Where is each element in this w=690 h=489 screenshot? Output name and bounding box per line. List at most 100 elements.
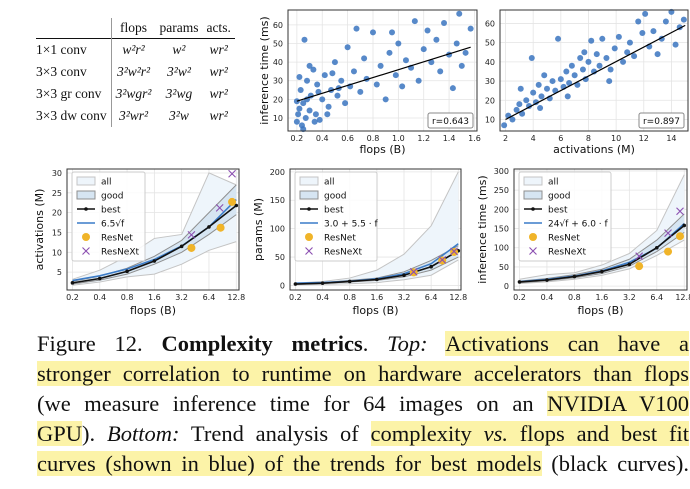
highlighted-text: curves (shown in blue) of the trends for…: [37, 451, 542, 476]
y-axis-label: params (M): [252, 198, 265, 261]
data-point: [611, 45, 618, 52]
x-tick-label: 12.8: [449, 293, 467, 302]
legend-label: all: [324, 177, 335, 187]
data-point: [650, 28, 657, 35]
legend-swatch-best-dot: [307, 207, 311, 211]
y-tick-label: 10: [273, 114, 283, 123]
best-point: [375, 277, 379, 282]
x-tick-label: 1.2: [417, 134, 430, 143]
data-point: [449, 85, 456, 92]
all-band-lower-edge: [72, 241, 237, 286]
data-point: [509, 116, 516, 123]
highlighted-text: GPU: [37, 421, 83, 446]
data-point: [549, 78, 556, 85]
resnet-point: [228, 197, 237, 206]
data-point: [324, 111, 331, 118]
legend-swatch-all: [299, 176, 319, 186]
data-point: [314, 81, 321, 88]
y-tick-label: 10: [485, 115, 495, 124]
x-tick-label: 0.4: [541, 293, 554, 302]
legend-swatch-best-dot: [531, 207, 535, 211]
y-tick-label: 20: [52, 209, 62, 218]
y-tick-label: 10: [52, 248, 62, 257]
x-tick-label: 1.0: [392, 134, 405, 143]
x-tick-label: 8: [586, 134, 591, 143]
data-point: [415, 77, 422, 84]
x-tick-label: 0.8: [367, 134, 380, 143]
row-label: 3×3 conv: [36, 61, 112, 83]
data-point: [402, 57, 409, 64]
data-point: [635, 18, 642, 25]
x-tick-label: 0.2: [513, 293, 526, 302]
data-point: [321, 72, 328, 79]
y-tick-label: 100: [494, 244, 509, 253]
good-band: [519, 213, 685, 283]
legend-label: best: [324, 205, 344, 215]
x-tick-label: 1.4: [443, 134, 456, 143]
data-point: [513, 106, 520, 113]
x-tick-label: 6.4: [425, 293, 438, 302]
resnet-point: [635, 262, 644, 271]
data-point: [304, 77, 311, 84]
plot-area: [288, 10, 477, 131]
data-point: [424, 27, 431, 34]
correlation-label: r=0.897: [643, 117, 680, 127]
y-tick-label: 60: [485, 19, 495, 28]
x-tick-label: 1.6: [370, 293, 383, 302]
data-point: [297, 87, 304, 94]
legend-label: best: [548, 205, 568, 215]
best-point: [293, 282, 298, 286]
data-point: [523, 97, 530, 104]
data-point: [607, 66, 614, 73]
data-point: [342, 100, 349, 107]
data-point: [306, 62, 313, 69]
row-label: 3×3 dw conv: [36, 105, 112, 127]
caption-text: Trend analysis of: [179, 421, 371, 446]
legend-label: good: [548, 191, 570, 201]
params-cell: 3²w²: [167, 64, 191, 79]
table-header-flops: flops: [120, 20, 148, 35]
caption-line: (we measure inference time for 64 images…: [37, 389, 689, 419]
x-tick-label: 0.6: [341, 134, 354, 143]
x-tick-label: 3.2: [398, 293, 411, 302]
data-point: [344, 44, 351, 51]
data-point: [395, 40, 402, 47]
data-point: [501, 122, 508, 129]
legend-swatch-resnext: [82, 247, 90, 255]
data-point: [312, 111, 319, 118]
data-point: [642, 10, 649, 17]
resnext-marker: [187, 230, 196, 239]
x-tick-label: 0.4: [316, 134, 329, 143]
data-point: [382, 96, 389, 103]
data-point: [581, 49, 588, 56]
resnext-marker: [635, 252, 644, 261]
best-point: [545, 278, 549, 282]
all-band-upper-edge: [72, 172, 237, 280]
data-point: [639, 30, 646, 37]
highlighted-text: flops and best fit: [507, 421, 689, 446]
y-tick-label: 25: [52, 189, 62, 198]
best-point: [179, 244, 184, 249]
scatter-plot-1: 0.2 0.4 0.6 0.8 1.0 1.2 1.4 1.6 10 20 30 40 50 60 r=0.…: [258, 9, 481, 156]
legend-label: 3.0 + 5.5 · f: [324, 219, 378, 229]
y-tick-label: 150: [494, 225, 509, 234]
acts-cell: wr²: [209, 108, 228, 123]
flops-cell: 3²wgr²: [115, 86, 152, 101]
x-tick-label: 0.8: [121, 293, 134, 302]
resnext-marker: [676, 207, 684, 216]
y-tick-label: 0: [280, 281, 285, 290]
x-tick-label: 12.8: [227, 293, 245, 302]
legend: all good best 24√f + 6.0 · f ResNet ResNeXt: [518, 171, 612, 262]
best-point: [70, 281, 75, 285]
data-point: [392, 72, 399, 79]
y-tick-label: 40: [485, 58, 495, 67]
best-point: [627, 262, 632, 267]
best-point: [682, 223, 687, 228]
data-point: [535, 81, 542, 88]
data-point: [568, 62, 575, 69]
data-point: [357, 88, 364, 95]
x-tick-label: 3.2: [623, 293, 636, 302]
y-tick-label: 50: [275, 253, 285, 262]
plot-border: [289, 168, 462, 291]
data-point: [325, 103, 332, 110]
